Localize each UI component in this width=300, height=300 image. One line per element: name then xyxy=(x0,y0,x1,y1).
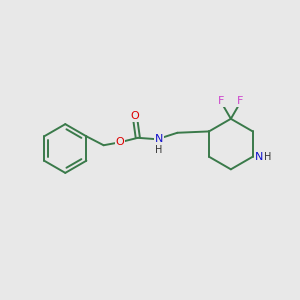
Text: O: O xyxy=(130,111,139,122)
Text: F: F xyxy=(218,96,224,106)
Text: H: H xyxy=(265,152,272,162)
Text: N: N xyxy=(255,152,263,162)
Text: N: N xyxy=(155,134,163,144)
Text: H: H xyxy=(155,145,163,155)
Text: F: F xyxy=(237,96,244,106)
Text: O: O xyxy=(116,137,124,147)
